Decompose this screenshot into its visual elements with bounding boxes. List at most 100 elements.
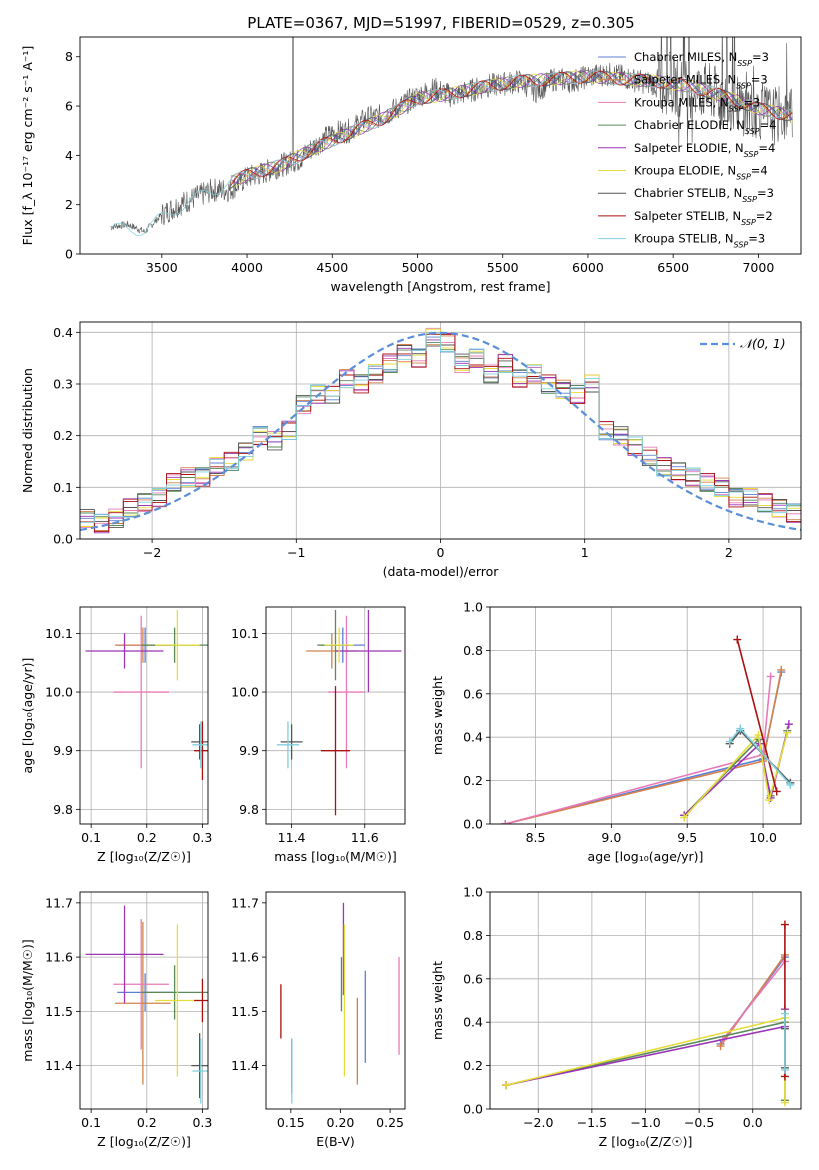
- residuals-ytick-label: 0.2: [53, 428, 73, 443]
- mass-weight-marker: [783, 728, 792, 737]
- mass-weight-marker: [780, 1098, 789, 1107]
- weight-vs-Z-ytick-label: 0.6: [463, 971, 483, 986]
- mass-weight-line: [683, 724, 790, 816]
- mass-weight-marker: [780, 920, 789, 929]
- legend-label: Salpeter ELODIE, NSSP=4: [634, 141, 775, 159]
- mass-weight-marker: [754, 731, 763, 740]
- mass-vs-Z-xtick-label: 0.3: [192, 1115, 212, 1130]
- mass-weight-marker: [780, 1065, 789, 1074]
- residuals-xtick-label: 0: [437, 545, 445, 560]
- age-vs-mass-xtick-label: 11.4: [278, 830, 306, 845]
- weight-vs-age-xtick-label: 10.0: [749, 830, 777, 845]
- age-vs-Z-ytick-label: 10.0: [45, 685, 73, 700]
- weight-vs-age-ytick-label: 0.0: [463, 817, 483, 832]
- weight-vs-age-frame: [489, 606, 802, 825]
- mass-vs-ebv-xlabel: E(B-V): [316, 1134, 355, 1149]
- mass-weight-marker: [765, 796, 774, 805]
- mass-weight-line: [504, 676, 772, 824]
- mass-vs-ebv-xtick-label: 0.25: [376, 1115, 404, 1130]
- age-vs-mass-plot-area: [276, 609, 402, 816]
- mass-weight-marker: [786, 780, 795, 789]
- mass-weight-line: [736, 639, 778, 792]
- age-vs-mass-ytick-label: 10.1: [231, 626, 259, 641]
- weight-vs-Z-ytick-label: 1.0: [463, 885, 483, 900]
- spectrum-xtick-label: 6500: [657, 260, 689, 275]
- weight-vs-age-ytick-label: 0.8: [463, 643, 483, 658]
- weight-vs-Z-xtick-label: −1.5: [577, 1115, 607, 1130]
- observed-spectrum-line: [110, 37, 793, 234]
- weight-vs-age-ylabel: mass weight: [430, 676, 445, 755]
- spectrum-xtick-label: 4000: [231, 260, 263, 275]
- weight-vs-Z-frame: [489, 891, 802, 1110]
- mass-vs-Z-xtick-label: 0.2: [137, 1115, 157, 1130]
- mass-vs-Z-ytick-label: 11.6: [45, 950, 73, 965]
- weight-vs-Z-plot-area: [502, 920, 789, 1107]
- mass-weight-line: [722, 960, 786, 1041]
- mass-vs-ebv-xtick-label: 0.20: [327, 1115, 355, 1130]
- mass-vs-Z-ytick-label: 11.7: [45, 895, 73, 910]
- residuals-plot-area: [80, 327, 801, 534]
- mass-weight-line: [505, 669, 783, 824]
- mass-weight-marker: [766, 672, 775, 681]
- weight-vs-Z-xtick-label: 0.0: [743, 1115, 763, 1130]
- residuals-ytick-label: 0.0: [53, 532, 73, 547]
- spectrum-plot-area: [110, 37, 793, 236]
- residuals-xtick-label: −2: [143, 545, 161, 560]
- mass-vs-ebv-xtick-label: 0.15: [277, 1115, 305, 1130]
- spectrum-xlabel: wavelength [Angstrom, rest frame]: [330, 279, 550, 294]
- legend-label: Salpeter MILES, NSSP=3: [634, 73, 768, 91]
- age-vs-Z-xtick-label: 0.2: [137, 830, 157, 845]
- weight-vs-age-ytick-label: 0.6: [463, 686, 483, 701]
- age-vs-Z-ytick-label: 9.9: [53, 743, 73, 758]
- weight-vs-Z-xlabel: Z [log₁₀(Z/Z☉)]: [599, 1134, 693, 1149]
- mass-weight-marker: [736, 724, 745, 733]
- weight-vs-Z-ytick-label: 0.0: [463, 1102, 483, 1117]
- residuals-xtick-label: −1: [287, 545, 305, 560]
- age-vs-mass-ytick-label: 9.9: [239, 743, 259, 758]
- spectrum-xtick-label: 5500: [487, 260, 519, 275]
- mass-vs-Z-ytick-label: 11.5: [45, 1004, 73, 1019]
- age-vs-Z-ylabel: age [log₁₀(age/yr)]: [20, 658, 35, 774]
- model-fit-line: [230, 70, 793, 186]
- age-vs-Z-ytick-label: 9.8: [53, 802, 73, 817]
- mass-weight-line: [505, 671, 783, 824]
- residuals-ytick-label: 0.4: [53, 325, 73, 340]
- mass-vs-Z-ytick-label: 11.4: [45, 1058, 73, 1073]
- spectrum-xtick-label: 3500: [146, 260, 178, 275]
- mass-vs-Z-plot-area: [85, 905, 208, 1104]
- weight-vs-age-xtick-label: 9.0: [601, 830, 621, 845]
- weight-vs-age-xlabel: age [log₁₀(age/yr)]: [588, 849, 704, 864]
- weight-vs-Z-ytick-label: 0.4: [463, 1015, 483, 1030]
- weight-vs-Z-ytick-label: 0.2: [463, 1058, 483, 1073]
- legend-label: 𝒩(0, 1): [740, 336, 786, 351]
- model-fit-line: [230, 70, 793, 184]
- mass-vs-Z-xtick-label: 0.1: [81, 1115, 101, 1130]
- spectrum-xtick-label: 7000: [742, 260, 774, 275]
- legend-label: Chabrier MILES, NSSP=3: [634, 50, 769, 68]
- legend-label: Kroupa STELIB, NSSP=3: [634, 232, 765, 250]
- legend-label: Chabrier ELODIE, NSSP=4: [634, 118, 776, 136]
- age-vs-mass-ytick-label: 9.8: [239, 802, 259, 817]
- age-vs-Z-xlabel: Z [log₁₀(Z/Z☉)]: [97, 849, 191, 864]
- model-fit-line: [230, 71, 793, 189]
- age-vs-Z-ytick-label: 10.1: [45, 626, 73, 641]
- age-vs-mass-frame: [265, 606, 406, 825]
- mass-weight-marker: [784, 720, 793, 729]
- weight-vs-age-ytick-label: 0.4: [463, 730, 483, 745]
- weight-vs-age-plot-area: [501, 635, 795, 824]
- model-fit-line: [110, 70, 793, 236]
- legend-label: Kroupa ELODIE, NSSP=4: [634, 164, 768, 182]
- legend-label: Chabrier STELIB, NSSP=3: [634, 186, 774, 204]
- weight-vs-age-xtick-label: 8.5: [526, 830, 546, 845]
- mass-weight-marker: [733, 635, 742, 644]
- residuals-xtick-label: 1: [581, 545, 589, 560]
- residuals-ytick-label: 0.1: [53, 480, 73, 495]
- age-vs-Z-plot-area: [85, 609, 208, 781]
- figure-title: PLATE=0367, MJD=51997, FIBERID=0529, z=0…: [247, 14, 634, 32]
- legend-label: Salpeter STELIB, NSSP=2: [634, 209, 773, 227]
- mass-weight-marker: [502, 1081, 511, 1090]
- mass-vs-Z-ylabel: mass [log₁₀(M/M☉)]: [20, 939, 35, 1061]
- spectrum-xtick-label: 5000: [402, 260, 434, 275]
- weight-vs-Z-xtick-label: −1.0: [630, 1115, 660, 1130]
- spectrum-xtick-label: 6000: [572, 260, 604, 275]
